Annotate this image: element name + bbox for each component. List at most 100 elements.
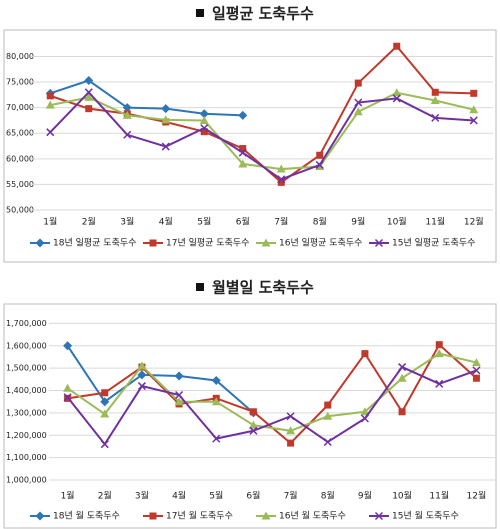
title-bullet [196,283,204,291]
marker [174,397,184,406]
marker [324,401,332,409]
marker [200,124,209,133]
x-tick-label: 7월 [284,490,298,502]
marker [315,160,324,169]
series-line [49,90,474,181]
x-tick-label: 4월 [172,490,186,502]
x-tick-label: 6월 [236,216,250,228]
y-tick-label: 75,000 [6,78,34,87]
y-tick-label: 65,000 [6,129,34,138]
y-tick-label: 1,500,000 [6,364,47,373]
marker [286,412,295,421]
y-tick-label: 1,600,000 [6,341,47,350]
marker [161,104,171,114]
y-tick-label: 80,000 [6,52,34,61]
y-tick-label: 1,400,000 [6,386,47,395]
marker [392,88,402,97]
x-tick-label: 7월 [274,216,288,228]
series-line [66,365,477,446]
marker [84,92,94,101]
x-tick-label: 5월 [209,490,223,502]
marker [238,159,248,168]
x-tick-label: 3월 [120,216,134,228]
marker [238,148,247,157]
marker [200,128,208,136]
marker [45,100,55,109]
y-tick-label: 1,700,000 [6,319,47,328]
marker [46,128,55,137]
marker [63,383,73,392]
marker [261,511,271,520]
series-line [49,44,474,184]
marker [174,371,184,381]
marker [472,374,480,382]
marker [374,511,384,521]
x-tick-label: 11월 [425,216,445,228]
marker [35,238,45,248]
x-tick-label: 2월 [82,216,96,228]
marker [397,373,407,382]
legend-label: 18년 일평균 도축두수 [53,238,136,249]
marker [276,164,286,173]
marker [211,375,221,385]
marker [122,110,132,119]
marker [84,88,93,97]
marker [353,107,363,116]
x-tick-label: 2월 [98,490,112,502]
marker [472,366,481,375]
marker [354,79,362,87]
marker [361,350,369,358]
marker [316,151,324,159]
marker [149,239,157,247]
x-tick-label: 1월 [43,216,57,228]
marker [84,76,94,86]
marker [434,349,444,358]
x-tick-label: 6월 [246,490,260,502]
marker [261,238,271,247]
marker [199,115,209,124]
legend-label: 15년 월 도축두수 [392,510,459,522]
x-tick-label: 12월 [467,490,487,502]
marker [430,95,440,104]
series-line [66,345,255,414]
marker [85,105,93,113]
x-tick-label: 10월 [387,216,407,228]
marker [277,175,286,184]
y-tick-label: 70,000 [6,103,34,112]
marker [122,103,132,113]
chart-frame [3,29,497,263]
chart-title: 월별일 도축두수 [212,279,314,297]
y-tick-label: 1,300,000 [6,408,47,417]
marker [431,88,439,96]
x-tick-label: 11월 [429,490,449,502]
marker [35,511,45,521]
marker [63,393,72,402]
marker [249,408,257,416]
marker [211,397,221,406]
marker [137,361,147,370]
x-tick-label: 5월 [197,216,211,228]
marker [470,89,478,97]
marker [323,411,333,420]
marker [286,426,296,435]
y-tick-label: 1,100,000 [6,453,47,462]
y-tick-label: 1,000,000 [6,476,47,485]
marker [435,341,443,349]
marker [249,426,258,435]
marker [46,92,54,100]
marker [398,408,406,416]
marker [469,116,478,125]
marker [277,178,285,186]
marker [161,142,170,151]
title-bullet [196,9,204,17]
marker [101,389,109,397]
marker [212,434,221,443]
marker [323,437,332,447]
chart-frame [3,303,497,529]
legend-label: 16년 월 도축두수 [279,510,346,522]
x-tick-label: 4월 [159,216,173,228]
marker [238,110,248,120]
marker [398,363,407,372]
legend-label: 17년 월 도축두수 [166,510,233,522]
